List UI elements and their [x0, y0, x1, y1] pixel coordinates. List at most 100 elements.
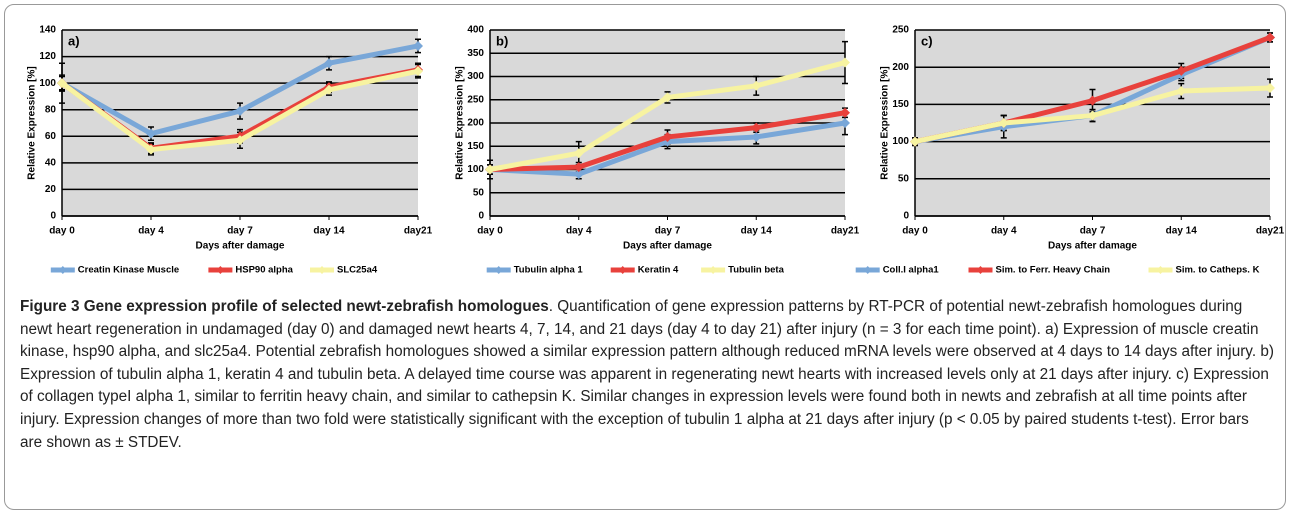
point-marker: [662, 131, 673, 142]
point-marker: [573, 148, 584, 159]
y-tick-label: 40: [45, 157, 57, 168]
caption-text: . Quantification of gene expression patt…: [20, 298, 1274, 451]
y-tick-label: 200: [892, 62, 909, 73]
point-marker: [751, 131, 762, 142]
x-tick-label: day 14: [1166, 226, 1198, 237]
y-tick-label: 100: [39, 78, 56, 89]
x-tick-label: day 7: [655, 226, 681, 237]
caption: Figure 3 Gene expression profile of sele…: [20, 296, 1275, 454]
legend-label: SLC25a4: [337, 265, 378, 276]
point-marker: [1087, 95, 1098, 106]
y-tick-label: 100: [892, 136, 909, 147]
point-marker: [146, 144, 156, 155]
x-tick-label: day 14: [741, 226, 773, 237]
point-marker: [485, 164, 495, 175]
legend-marker: [618, 266, 627, 274]
legend-marker: [709, 266, 718, 274]
x-tick-label: day 0: [477, 226, 503, 237]
y-tick-label: 20: [45, 184, 57, 195]
y-axis-title: Relative Expression [%]: [27, 66, 38, 179]
legend-marker: [216, 266, 225, 274]
y-tick-label: 60: [45, 131, 57, 142]
legend-label: Keratin 4: [638, 265, 679, 276]
x-tick-label: day21: [404, 226, 433, 237]
y-tick-label: 200: [467, 118, 484, 129]
point-marker: [324, 84, 334, 95]
point-marker: [751, 122, 762, 133]
y-tick-label: 0: [478, 211, 484, 222]
point-marker: [840, 107, 850, 118]
panel-label: b): [496, 33, 508, 48]
y-tick-label: 50: [473, 187, 485, 198]
caption-title: Figure 3 Gene expression profile of sele…: [20, 298, 549, 315]
legend-label: HSP90 alpha: [235, 265, 293, 276]
x-tick-label: day 7: [227, 226, 253, 237]
legend-marker: [1156, 266, 1165, 274]
y-tick-label: 300: [467, 71, 484, 82]
y-tick-label: 350: [467, 48, 484, 59]
y-tick-label: 150: [467, 141, 484, 152]
point-marker: [751, 80, 762, 91]
legend-label: Sim. to Ferr. Heavy Chain: [996, 265, 1111, 276]
y-tick-label: 250: [892, 25, 909, 36]
point-marker: [235, 106, 245, 117]
point-marker: [235, 135, 245, 146]
point-marker: [413, 66, 423, 77]
legend-marker: [494, 266, 503, 274]
legend-label: Tubulin alpha 1: [514, 265, 584, 276]
x-tick-label: day21: [1256, 226, 1285, 237]
panel-label: a): [68, 33, 80, 48]
point-marker: [910, 136, 920, 147]
y-tick-label: 140: [39, 25, 56, 36]
y-tick-label: 120: [39, 51, 56, 62]
legend-marker: [976, 266, 985, 274]
point-marker: [573, 162, 584, 173]
y-tick-label: 80: [45, 104, 57, 115]
y-tick-label: 250: [467, 94, 484, 105]
x-tick-label: day21: [831, 226, 860, 237]
point-marker: [1265, 83, 1275, 94]
point-marker: [1265, 32, 1275, 43]
y-tick-label: 150: [892, 99, 909, 110]
panel-label: c): [921, 33, 933, 48]
y-tick-label: 0: [903, 211, 909, 222]
legend-label: Tubulin beta: [728, 265, 784, 276]
x-tick-label: day 0: [902, 226, 928, 237]
charts: 0 20 40 60 80 100 120 140 day 0 day 4 day 7 day 14 d…: [27, 25, 1285, 276]
x-tick-label: day 4: [991, 226, 1017, 237]
y-tick-label: 50: [898, 173, 910, 184]
x-axis-title: Days after damage: [623, 241, 712, 252]
y-tick-label: 100: [467, 164, 484, 175]
point-marker: [840, 57, 850, 68]
x-tick-label: day 0: [49, 226, 75, 237]
y-axis-title: Relative Expression [%]: [455, 66, 466, 179]
point-marker: [1087, 110, 1098, 121]
y-tick-label: 400: [467, 25, 484, 36]
legend-marker: [863, 266, 872, 274]
x-tick-label: day 14: [313, 226, 345, 237]
point-marker: [573, 169, 584, 180]
point-marker: [1176, 86, 1187, 97]
figure-frame: [4, 4, 1286, 510]
point-marker: [324, 58, 334, 69]
x-tick-label: day 4: [138, 226, 164, 237]
x-axis-title: Days after damage: [1048, 241, 1137, 252]
legend-marker: [318, 266, 326, 274]
point-marker: [413, 40, 423, 51]
y-tick-label: 0: [50, 211, 56, 222]
plot-area: [62, 30, 418, 216]
y-axis-title: Relative Expression [%]: [880, 66, 891, 179]
point-marker: [57, 78, 67, 89]
x-tick-label: day 4: [566, 226, 592, 237]
x-tick-label: day 7: [1080, 226, 1106, 237]
legend-label: Sim. to Catheps. K: [1176, 265, 1260, 276]
point-marker: [1176, 65, 1187, 76]
point-marker: [146, 128, 156, 139]
point-marker: [840, 118, 850, 128]
point-marker: [662, 92, 673, 103]
x-axis-title: Days after damage: [196, 241, 285, 252]
legend-label: Coll.I alpha1: [883, 265, 940, 276]
legend-marker: [58, 266, 67, 274]
legend-label: Creatin Kinase Muscle: [78, 265, 179, 276]
point-marker: [998, 118, 1009, 128]
